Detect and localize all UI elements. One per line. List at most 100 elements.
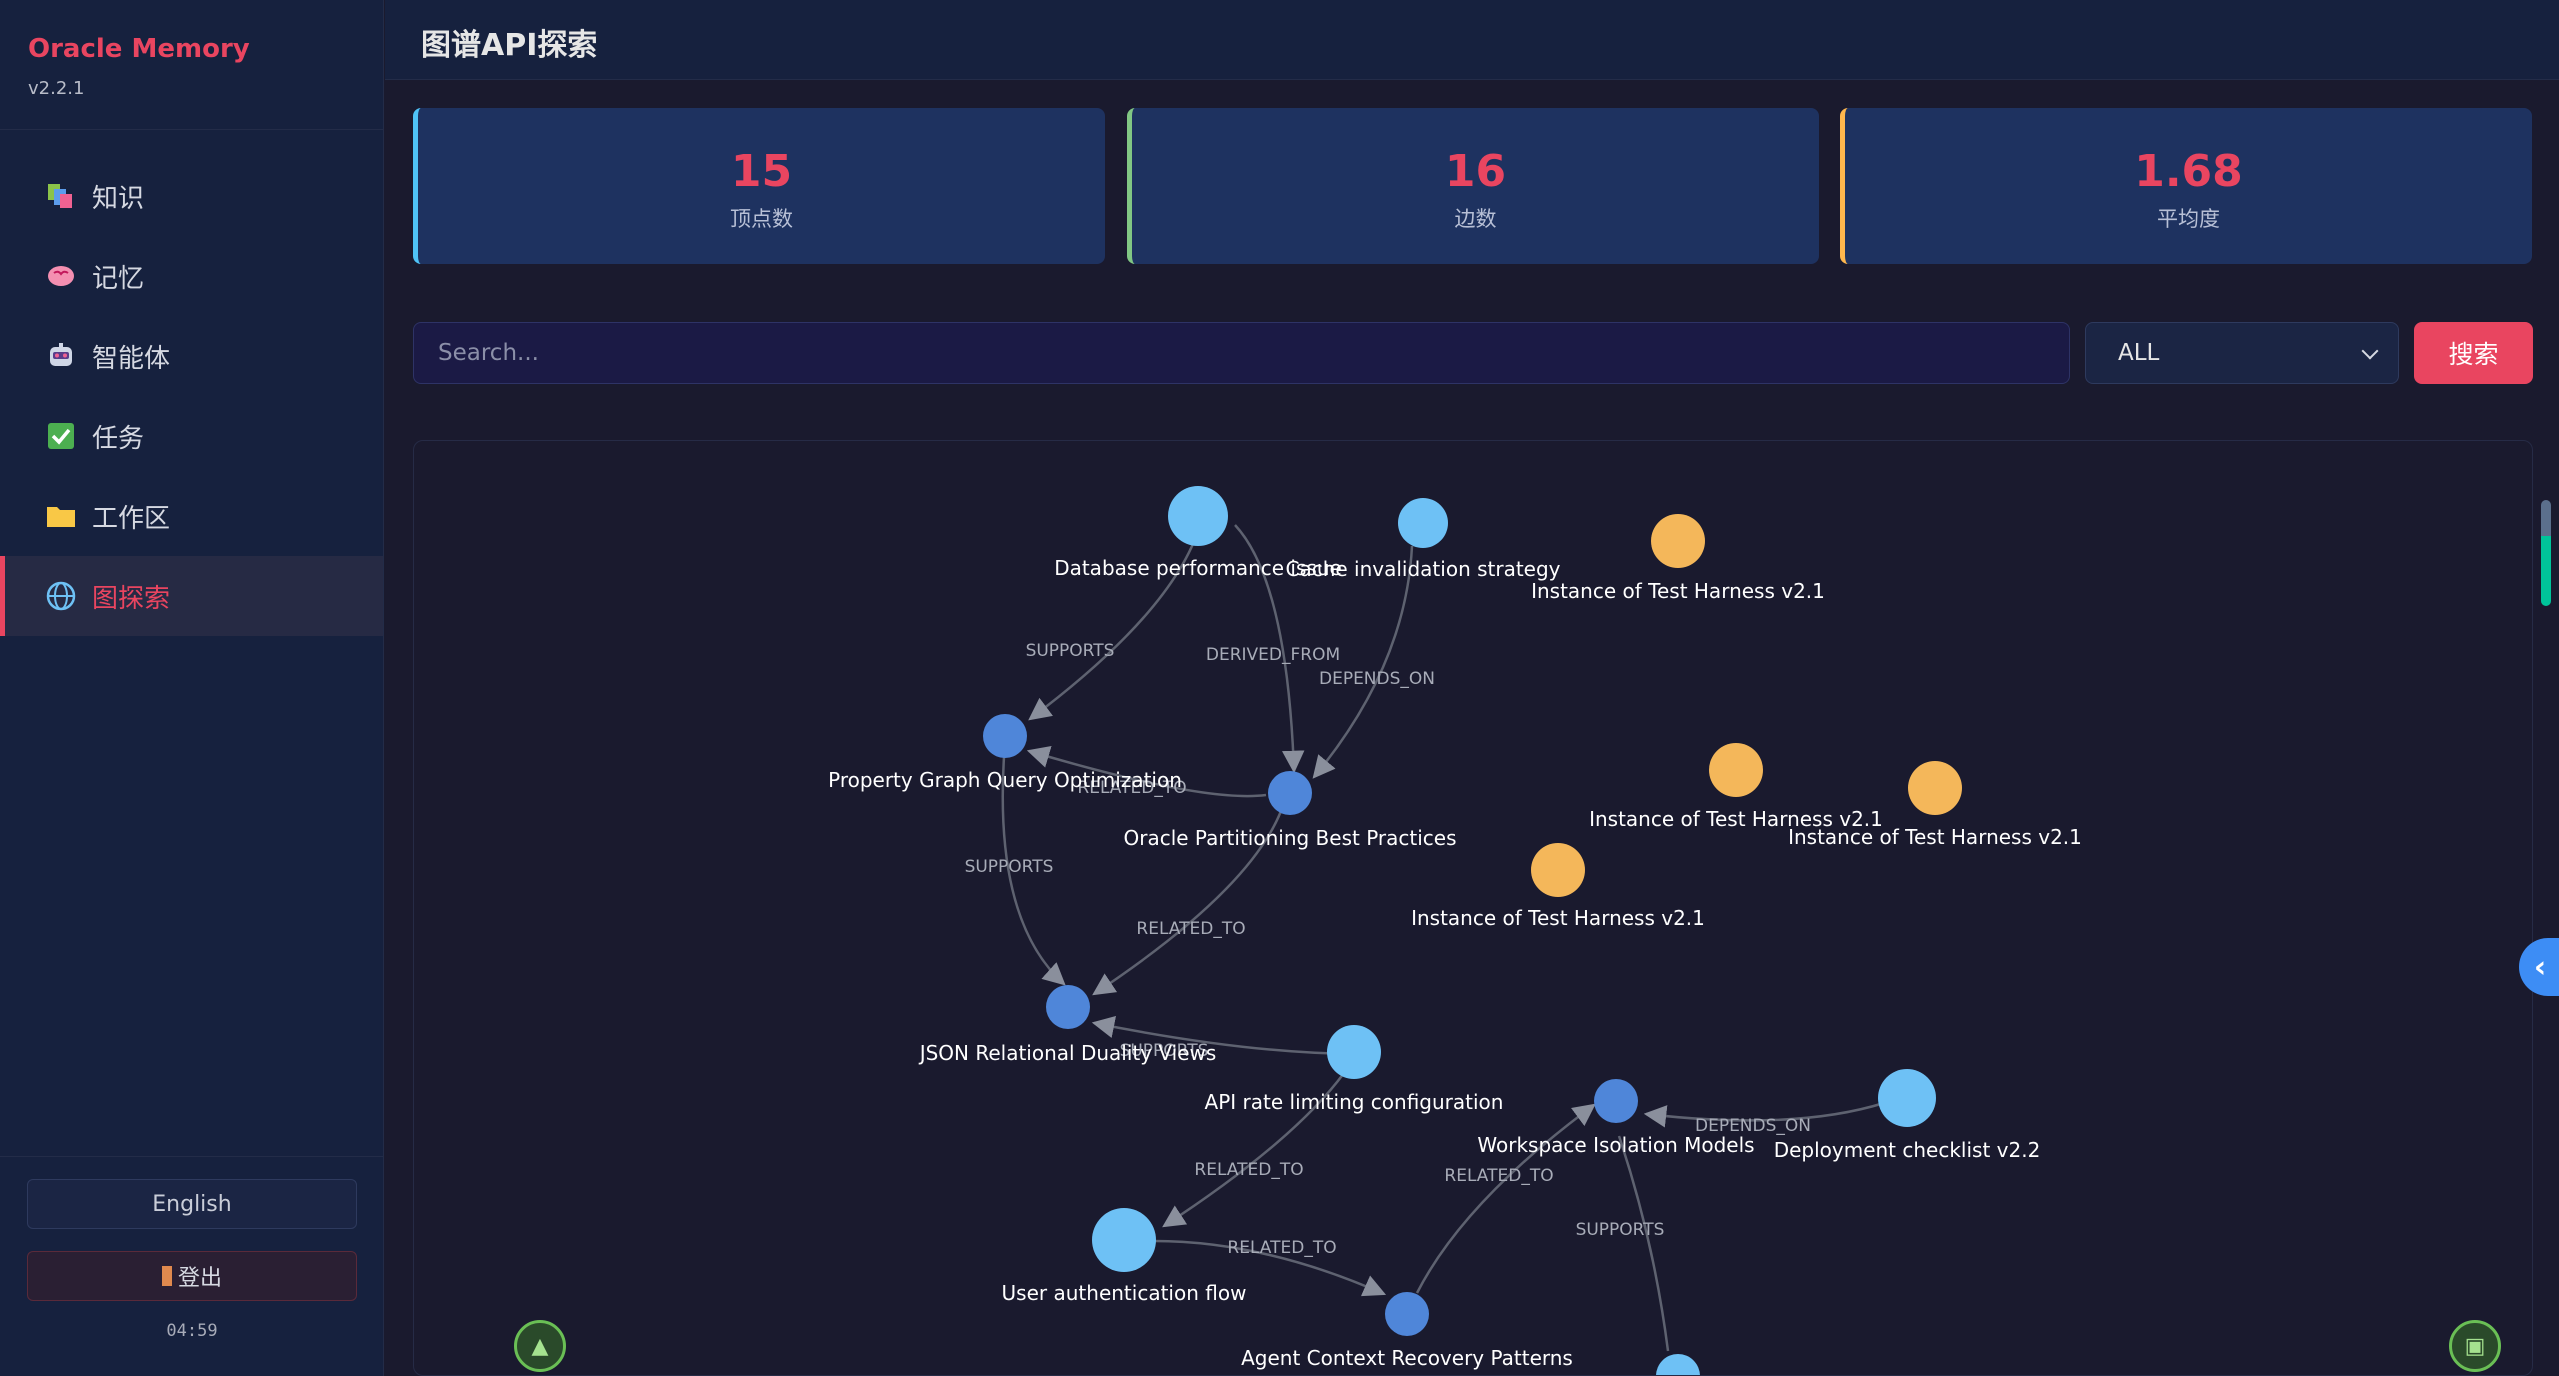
select-value: ALL: [2118, 340, 2160, 366]
sidebar-item-label: 知识: [92, 183, 145, 214]
sidebar-item-graph-explore[interactable]: 图探索: [0, 556, 383, 636]
checkbox-icon: [44, 419, 78, 453]
stat-label: 平均度: [2157, 207, 2220, 231]
graph-node[interactable]: [1594, 1079, 1638, 1123]
node-label: Workspace Isolation Models: [1477, 1133, 1754, 1157]
edge-label: RELATED_TO: [1227, 1238, 1336, 1258]
graph-node[interactable]: [1385, 1292, 1429, 1336]
logout-button[interactable]: 登出: [27, 1251, 357, 1301]
sidebar-item-knowledge[interactable]: 知识: [0, 156, 383, 236]
scrollbar[interactable]: [2541, 500, 2551, 606]
stat-label: 边数: [1454, 207, 1497, 231]
node-label: Agent Context Recovery Patterns: [1241, 1346, 1573, 1370]
edge-label: DEPENDS_ON: [1319, 669, 1435, 689]
page-title: 图谱API探索: [421, 28, 598, 63]
graph-edge: [1234, 524, 1305, 774]
scrollbar-thumb-active[interactable]: [2541, 536, 2551, 606]
globe-icon: [44, 579, 78, 613]
stat-card-vertices: 15 顶点数: [413, 108, 1105, 264]
sidebar-item-label: 工作区: [92, 503, 171, 534]
sidebar-item-label: 智能体: [92, 343, 171, 374]
brain-icon: [44, 259, 78, 293]
node-label: API rate limiting configuration: [1205, 1090, 1504, 1114]
graph-canvas[interactable]: SUPPORTS DERIVED_FROM DEPENDS_ON RELATED…: [413, 440, 2533, 1376]
chevron-left-icon: ‹: [2533, 949, 2547, 985]
header: 图谱API探索: [385, 0, 2559, 80]
edge-label: SUPPORTS: [1026, 641, 1115, 661]
edge-label: DERIVED_FROM: [1206, 645, 1340, 665]
node-label: Oracle Partitioning Best Practices: [1123, 826, 1456, 850]
graph-node[interactable]: [1908, 761, 1962, 815]
stat-value: 16: [1444, 146, 1507, 197]
graph-edge: [1153, 1239, 1387, 1297]
tree-layout-button[interactable]: ▲: [514, 1320, 566, 1372]
graph-edge: [1162, 1072, 1346, 1228]
stat-value: 1.68: [2134, 146, 2243, 197]
edge-label: SUPPORTS: [1576, 1220, 1665, 1240]
graph-node[interactable]: [983, 714, 1027, 758]
logout-label: 登出: [177, 1266, 222, 1291]
edge-label: RELATED_TO: [1077, 778, 1186, 798]
graph-edge: [1092, 810, 1283, 996]
sidebar-item-tasks[interactable]: 任务: [0, 396, 383, 476]
node-label: User authentication flow: [1002, 1281, 1247, 1305]
graph-svg: SUPPORTS DERIVED_FROM DEPENDS_ON RELATED…: [828, 486, 2082, 1376]
scrollbar-thumb[interactable]: [2541, 500, 2551, 536]
graph-node[interactable]: [1656, 1354, 1700, 1376]
graph-edge: [1617, 1135, 1670, 1352]
graph-edge: [1415, 1103, 1596, 1294]
panel-toggle-button[interactable]: ‹: [2519, 938, 2559, 996]
brand: Oracle Memory v2.2.1: [0, 0, 383, 130]
chevron-down-icon: [2361, 342, 2379, 360]
tree-icon: ▲: [531, 1333, 549, 1359]
fit-icon: ▣: [2464, 1333, 2486, 1359]
edge-label: RELATED_TO: [1444, 1166, 1553, 1186]
app-version: v2.2.1: [28, 78, 85, 99]
language-button[interactable]: English: [27, 1179, 357, 1229]
node-label: Instance of Test Harness v2.1: [1589, 807, 1883, 831]
edge-label: RELATED_TO: [1194, 1160, 1303, 1180]
graph-node[interactable]: [1092, 1208, 1156, 1272]
sidebar-item-label: 记忆: [92, 263, 145, 294]
graph-edge: [1026, 745, 1267, 798]
graph-node[interactable]: [1531, 843, 1585, 897]
graph-node[interactable]: [1709, 743, 1763, 797]
door-icon: [161, 1266, 172, 1286]
sidebar-nav: 知识 记忆 智能体 任务 工作区: [0, 130, 383, 636]
edge-label: DEPENDS_ON: [1695, 1116, 1811, 1136]
graph-edge: [1001, 756, 1066, 986]
clock: 04:59: [166, 1321, 218, 1341]
graph-node[interactable]: [1268, 771, 1312, 815]
type-filter-select[interactable]: ALL: [2085, 322, 2399, 384]
graph-node[interactable]: [1327, 1025, 1381, 1079]
node-label: Instance of Test Harness v2.1: [1411, 906, 1705, 930]
edge-label: RELATED_TO: [1136, 919, 1245, 939]
sidebar-item-workspace[interactable]: 工作区: [0, 476, 383, 556]
sidebar-item-label: 图探索: [92, 583, 171, 614]
node-label: Instance of Test Harness v2.1: [1788, 825, 2082, 849]
search-input[interactable]: [413, 322, 2070, 384]
stat-card-edges: 16 边数: [1127, 108, 1819, 264]
graph-node[interactable]: [1398, 498, 1448, 548]
edge-label: SUPPORTS: [965, 857, 1054, 877]
node-label: Property Graph Query Optimization: [828, 768, 1182, 792]
brand-title: Oracle Memory: [28, 34, 250, 64]
graph-edge: [1091, 1015, 1355, 1056]
fit-view-button[interactable]: ▣: [2449, 1320, 2501, 1372]
graph-node[interactable]: [1168, 486, 1228, 546]
graph-node[interactable]: [1046, 985, 1090, 1029]
sidebar: Oracle Memory v2.2.1 知识 记忆 智能体 任务: [0, 0, 384, 1376]
node-label: Cache invalidation strategy: [1285, 557, 1560, 581]
graph-edge: [1643, 1101, 1885, 1128]
sidebar-item-agents[interactable]: 智能体: [0, 316, 383, 396]
node-label: JSON Relational Duality Views: [918, 1041, 1217, 1065]
search-button[interactable]: 搜索: [2414, 322, 2533, 384]
books-icon: [44, 179, 78, 213]
stat-label: 顶点数: [730, 207, 793, 231]
graph-node[interactable]: [1651, 514, 1705, 568]
sidebar-item-memory[interactable]: 记忆: [0, 236, 383, 316]
graph-node[interactable]: [1878, 1069, 1936, 1127]
sidebar-item-label: 任务: [92, 423, 145, 454]
stat-card-average-degree: 1.68 平均度: [1840, 108, 2532, 264]
stat-value: 15: [730, 146, 793, 197]
